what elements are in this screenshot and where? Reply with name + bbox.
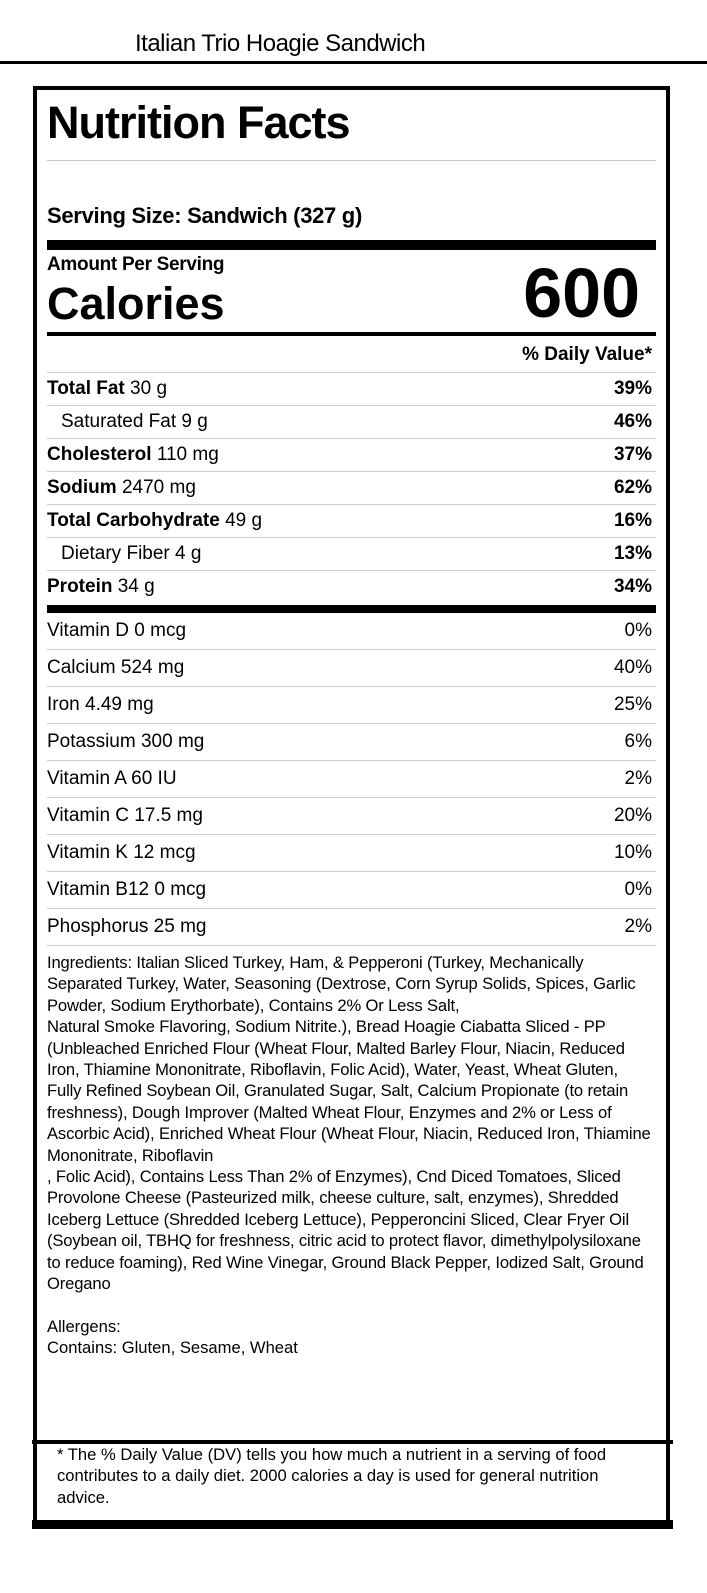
vitamin-row: Vitamin K 12 mcg 10% bbox=[47, 835, 656, 872]
vitamin-label: Vitamin C 17.5 mg bbox=[47, 805, 203, 826]
vitamin-label: Potassium 300 mg bbox=[47, 731, 205, 752]
vitamin-daily-value: 2% bbox=[624, 916, 652, 937]
nutrient-row: Sodium 2470 mg 62% bbox=[47, 472, 656, 505]
thick-divider bbox=[47, 605, 656, 613]
vitamin-label: Vitamin B12 0 mcg bbox=[47, 879, 207, 900]
nutrient-label: Saturated Fat 9 g bbox=[61, 406, 208, 438]
vitamin-row: Vitamin A 60 IU 2% bbox=[47, 761, 656, 798]
nutrient-label: Sodium 2470 mg bbox=[47, 472, 196, 504]
vitamin-row: Potassium 300 mg 6% bbox=[47, 724, 656, 761]
nutrient-name: Total Fat bbox=[47, 378, 125, 399]
vitamin-row: Phosphorus 25 mg 2% bbox=[47, 909, 656, 946]
vitamin-label: Calcium 524 mg bbox=[47, 657, 185, 678]
medium-divider bbox=[47, 332, 656, 336]
vitamin-row: Vitamin B12 0 mcg 0% bbox=[47, 872, 656, 909]
nutrient-daily-value: 16% bbox=[613, 510, 652, 531]
nutrient-name: Total Carbohydrate bbox=[47, 510, 220, 531]
vitamin-row: Vitamin D 0 mcg 0% bbox=[47, 613, 656, 650]
thick-divider bbox=[47, 240, 656, 250]
calories-label: Calories bbox=[47, 278, 225, 329]
nutrient-daily-value: 37% bbox=[613, 444, 652, 465]
nutrient-name: Dietary Fiber bbox=[61, 543, 170, 564]
nutrient-row: Total Fat 30 g 39% bbox=[47, 373, 656, 406]
amount-per-serving: Amount Per Serving bbox=[47, 254, 225, 275]
nutrient-name: Protein bbox=[47, 576, 113, 597]
nutrient-label: Cholesterol 110 mg bbox=[47, 439, 219, 471]
nutrient-daily-value: 13% bbox=[613, 543, 652, 564]
nutrient-list: Total Fat 30 g 39% Saturated Fat 9 g 46% Cho… bbox=[47, 373, 656, 605]
vitamin-list: Vitamin D 0 mcg 0% Calcium 524 mg 40% Iron 4… bbox=[47, 613, 656, 946]
nutrient-row: Dietary Fiber 4 g 13% bbox=[47, 538, 656, 571]
nutrient-label: Total Carbohydrate 49 g bbox=[47, 505, 262, 537]
nutrient-amount: 2470 mg bbox=[121, 477, 196, 498]
nutrient-label: Total Fat 30 g bbox=[47, 373, 167, 405]
allergens-list: Contains: Gluten, Sesame, Wheat bbox=[47, 1337, 298, 1357]
nutrient-label: Dietary Fiber 4 g bbox=[61, 538, 201, 570]
vitamin-label: Vitamin D 0 mcg bbox=[47, 620, 187, 641]
vitamin-label: Iron 4.49 mg bbox=[47, 694, 154, 715]
divider bbox=[47, 160, 656, 161]
vitamin-daily-value: 0% bbox=[624, 620, 652, 641]
nutrient-name: Sodium bbox=[47, 477, 117, 498]
vitamin-label: Phosphorus 25 mg bbox=[47, 916, 207, 937]
vitamin-daily-value: 10% bbox=[613, 842, 652, 863]
bottom-border bbox=[32, 1520, 673, 1529]
calories-value: 600 bbox=[523, 254, 640, 332]
daily-value-header: % Daily Value* bbox=[47, 336, 656, 373]
vitamin-row: Iron 4.49 mg 25% bbox=[47, 687, 656, 724]
product-title: Italian Trio Hoagie Sandwich bbox=[135, 30, 426, 57]
nutrient-daily-value: 39% bbox=[613, 378, 652, 399]
nutrient-row: Total Carbohydrate 49 g 16% bbox=[47, 505, 656, 538]
vitamin-label: Vitamin A 60 IU bbox=[47, 768, 177, 789]
vitamin-daily-value: 6% bbox=[624, 731, 652, 752]
nutrient-name: Saturated Fat bbox=[61, 411, 177, 432]
vitamin-daily-value: 40% bbox=[613, 657, 652, 678]
nutrient-amount: 34 g bbox=[117, 576, 155, 597]
vitamin-daily-value: 0% bbox=[624, 879, 652, 900]
calories-row: Calories 600 bbox=[47, 258, 656, 329]
nutrient-amount: 4 g bbox=[175, 543, 202, 564]
nutrient-amount: 110 mg bbox=[156, 444, 219, 465]
serving-size: Serving Size: Sandwich (327 g) bbox=[47, 203, 362, 228]
vitamin-daily-value: 20% bbox=[613, 805, 652, 826]
label-heading: Nutrition Facts bbox=[47, 97, 351, 148]
title-divider bbox=[0, 61, 707, 64]
nutrient-daily-value: 34% bbox=[613, 576, 652, 597]
vitamin-row: Vitamin C 17.5 mg 20% bbox=[47, 798, 656, 835]
allergens-label: Allergens: bbox=[47, 1316, 121, 1336]
nutrient-amount: 9 g bbox=[181, 411, 208, 432]
vitamin-row: Calcium 524 mg 40% bbox=[47, 650, 656, 687]
nutrient-label: Protein 34 g bbox=[47, 571, 155, 605]
nutrition-facts-label: Nutrition Facts Serving Size: Sandwich (… bbox=[33, 86, 670, 1524]
vitamin-label: Vitamin K 12 mcg bbox=[47, 842, 196, 863]
nutrient-amount: 49 g bbox=[225, 510, 263, 531]
ingredients: Ingredients: Italian Sliced Turkey, Ham,… bbox=[47, 953, 651, 1294]
vitamin-daily-value: 2% bbox=[624, 768, 652, 789]
nutrient-row: Cholesterol 110 mg 37% bbox=[47, 439, 656, 472]
nutrient-row: Saturated Fat 9 g 46% bbox=[47, 406, 656, 439]
nutrient-daily-value: 46% bbox=[613, 411, 652, 432]
nutrient-name: Cholesterol bbox=[47, 444, 152, 465]
allergens: Allergens: Contains: Gluten, Sesame, Whe… bbox=[47, 1316, 656, 1359]
footnote-divider bbox=[32, 1440, 673, 1444]
nutrient-amount: 30 g bbox=[130, 378, 168, 399]
nutrient-row: Protein 34 g 34% bbox=[47, 571, 656, 605]
vitamin-daily-value: 25% bbox=[613, 694, 652, 715]
footnote: * The % Daily Value (DV) tells you how m… bbox=[57, 1445, 607, 1507]
nutrient-daily-value: 62% bbox=[613, 477, 652, 498]
